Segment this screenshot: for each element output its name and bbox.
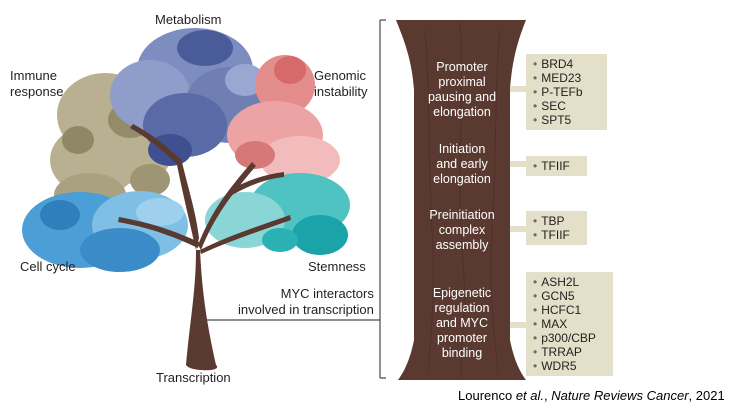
trunk-text-line: elongation xyxy=(433,172,491,186)
citation-journal: Nature Reviews Cancer xyxy=(551,388,689,403)
label-genomic-line1: Genomic xyxy=(314,68,367,83)
trunk-text-line: complex xyxy=(438,223,486,237)
interactor-item: SPT5 xyxy=(533,113,601,127)
trunk-text-line: proximal xyxy=(438,75,486,89)
interactor-box-4: ASH2L GCN5 HCFC1 MAX p300/CBP TRRAP WDR5 xyxy=(526,272,613,376)
interactor-item: TRRAP xyxy=(533,345,607,359)
tree-trunk xyxy=(118,124,291,371)
label-metabolism: Metabolism xyxy=(155,12,222,27)
citation-etal: et al. xyxy=(515,388,545,403)
label-transcription: Transcription xyxy=(156,370,231,385)
citation-authors: Lourenco xyxy=(458,388,516,403)
label-genomic-line2: instability xyxy=(314,84,368,99)
trunk-text-line: binding xyxy=(441,346,483,360)
interactor-item: HCFC1 xyxy=(533,303,607,317)
label-interactors-line2: involved in transcription xyxy=(238,302,374,317)
trunk-text-line: Preinitiation xyxy=(429,208,495,222)
trunk-section-2-text: Initiation and early elongation xyxy=(401,142,523,187)
label-immune-line1: Immune xyxy=(10,68,57,83)
citation-year: , 2021 xyxy=(688,388,725,403)
interactor-item: p300/CBP xyxy=(533,331,607,345)
trunk-connectors xyxy=(510,86,526,328)
interactor-item: WDR5 xyxy=(533,359,607,373)
trunk-text-line: regulation xyxy=(434,301,490,315)
trunk-text-line: pausing and xyxy=(427,90,497,104)
interactor-box-2: TFIIF xyxy=(526,156,587,176)
trunk-section-3-text: Preinitiation complex assembly xyxy=(401,208,523,253)
label-interactors-line1: MYC interactors xyxy=(280,286,374,301)
label-cell-cycle: Cell cycle xyxy=(20,259,76,274)
interactor-item: BRD4 xyxy=(533,57,601,71)
interactor-box-3: TBP TFIIF xyxy=(526,211,587,245)
interactor-item: MAX xyxy=(533,317,607,331)
trunk-text-line: elongation xyxy=(433,105,491,119)
trunk-section-1-text: Promoter proximal pausing and elongation xyxy=(401,60,523,120)
interactor-item: SEC xyxy=(533,99,601,113)
trunk-text-line: Initiation xyxy=(438,142,486,156)
bracket xyxy=(200,19,386,379)
canopy-genomic-instability xyxy=(227,55,340,184)
trunk-text-line: Promoter xyxy=(436,60,488,74)
trunk-text-line: and MYC xyxy=(435,316,489,330)
interactor-item: TFIIF xyxy=(533,228,581,242)
trunk-section-4-text: Epigenetic regulation and MYC promoter b… xyxy=(401,286,523,361)
interactor-box-1: BRD4 MED23 P-TEFb SEC SPT5 xyxy=(526,54,607,130)
interactor-item: GCN5 xyxy=(533,289,607,303)
trunk-text-line: Epigenetic xyxy=(432,286,492,300)
interactor-item: TFIIF xyxy=(533,159,581,173)
interactor-item: ASH2L xyxy=(533,275,607,289)
label-genomic-instability: Genomic instability xyxy=(314,68,367,100)
trunk-text-line: promoter xyxy=(436,331,488,345)
label-myc-interactors: MYC interactors involved in transcriptio… xyxy=(238,286,374,318)
trunk-grain xyxy=(424,21,501,379)
interactor-item: TBP xyxy=(533,214,581,228)
label-immune-response: Immune response xyxy=(10,68,63,100)
label-immune-line2: response xyxy=(10,84,64,99)
label-stemness: Stemness xyxy=(308,259,366,274)
citation: Lourenco et al., Nature Reviews Cancer, … xyxy=(458,388,725,403)
interactor-item: P-TEFb xyxy=(533,85,601,99)
interactor-item: MED23 xyxy=(533,71,601,85)
trunk-text-line: assembly xyxy=(435,238,489,252)
trunk-text-line: and early xyxy=(436,157,488,171)
citation-sep: , xyxy=(544,388,552,403)
